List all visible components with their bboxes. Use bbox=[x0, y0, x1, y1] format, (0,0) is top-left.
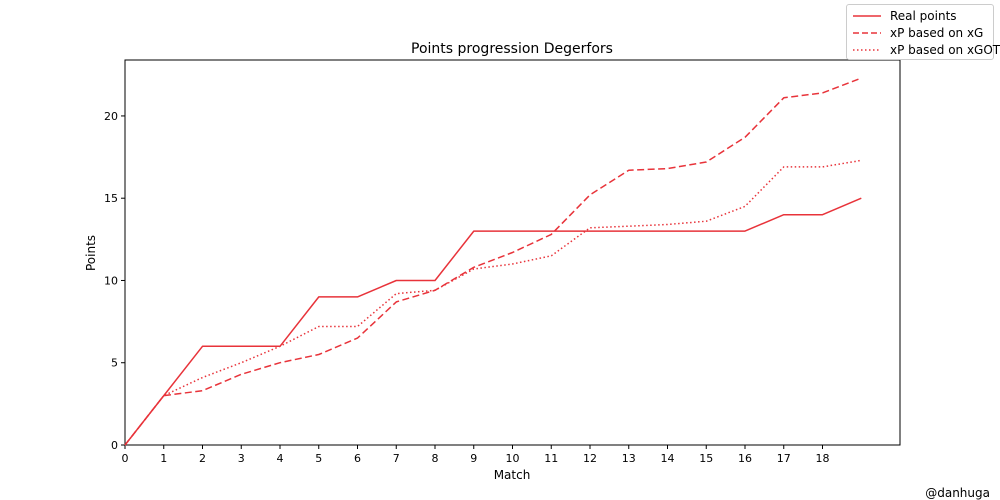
legend-label: Real points bbox=[890, 8, 957, 23]
x-tick-label: 15 bbox=[699, 452, 713, 465]
x-tick-label: 8 bbox=[432, 452, 439, 465]
chart-legend: Real points xP based on xG xP based on x… bbox=[846, 4, 1000, 60]
x-tick-label: 4 bbox=[277, 452, 284, 465]
legend-item-real-points: Real points bbox=[853, 7, 957, 24]
chart-title: Points progression Degerfors bbox=[411, 41, 613, 57]
x-tick-label: 10 bbox=[506, 452, 520, 465]
x-tick-label: 9 bbox=[470, 452, 477, 465]
x-tick-label: 11 bbox=[544, 452, 558, 465]
y-axis-label: Points bbox=[84, 235, 98, 271]
y-tick-label: 10 bbox=[104, 274, 118, 287]
legend-label: xP based on xGOT bbox=[890, 42, 1000, 57]
series-line-dotted bbox=[124, 159, 862, 446]
x-tick-label: 18 bbox=[816, 452, 830, 465]
x-tick-label: 6 bbox=[354, 452, 361, 465]
series-line-dashed bbox=[124, 77, 862, 446]
legend-item-xp-xgot: xP based on xGOT bbox=[853, 41, 1000, 58]
x-tick-label: 17 bbox=[777, 452, 791, 465]
legend-item-xp-xg: xP based on xG bbox=[853, 24, 983, 41]
legend-dotted-line-icon bbox=[853, 48, 881, 51]
x-tick-label: 16 bbox=[738, 452, 752, 465]
x-tick-label: 0 bbox=[122, 452, 129, 465]
x-axis-label: Match bbox=[494, 468, 531, 482]
x-tick-label: 5 bbox=[315, 452, 322, 465]
legend-dashed-line-icon bbox=[853, 31, 881, 34]
legend-solid-line-icon bbox=[853, 14, 881, 17]
y-tick-label: 20 bbox=[104, 110, 118, 123]
y-tick-label: 0 bbox=[111, 439, 118, 452]
x-tick-label: 14 bbox=[661, 452, 675, 465]
x-tick-label: 13 bbox=[622, 452, 636, 465]
y-tick-label: 5 bbox=[111, 357, 118, 370]
x-tick-label: 12 bbox=[583, 452, 597, 465]
x-tick-label: 3 bbox=[238, 452, 245, 465]
series-lines bbox=[124, 77, 862, 446]
x-tick-label: 7 bbox=[393, 452, 400, 465]
x-tick-label: 2 bbox=[199, 452, 206, 465]
series-line-solid bbox=[124, 197, 862, 446]
x-tick-label: 1 bbox=[160, 452, 167, 465]
y-tick-label: 15 bbox=[104, 192, 118, 205]
legend-label: xP based on xG bbox=[890, 25, 984, 40]
author-credit: @danhuga bbox=[925, 486, 990, 500]
